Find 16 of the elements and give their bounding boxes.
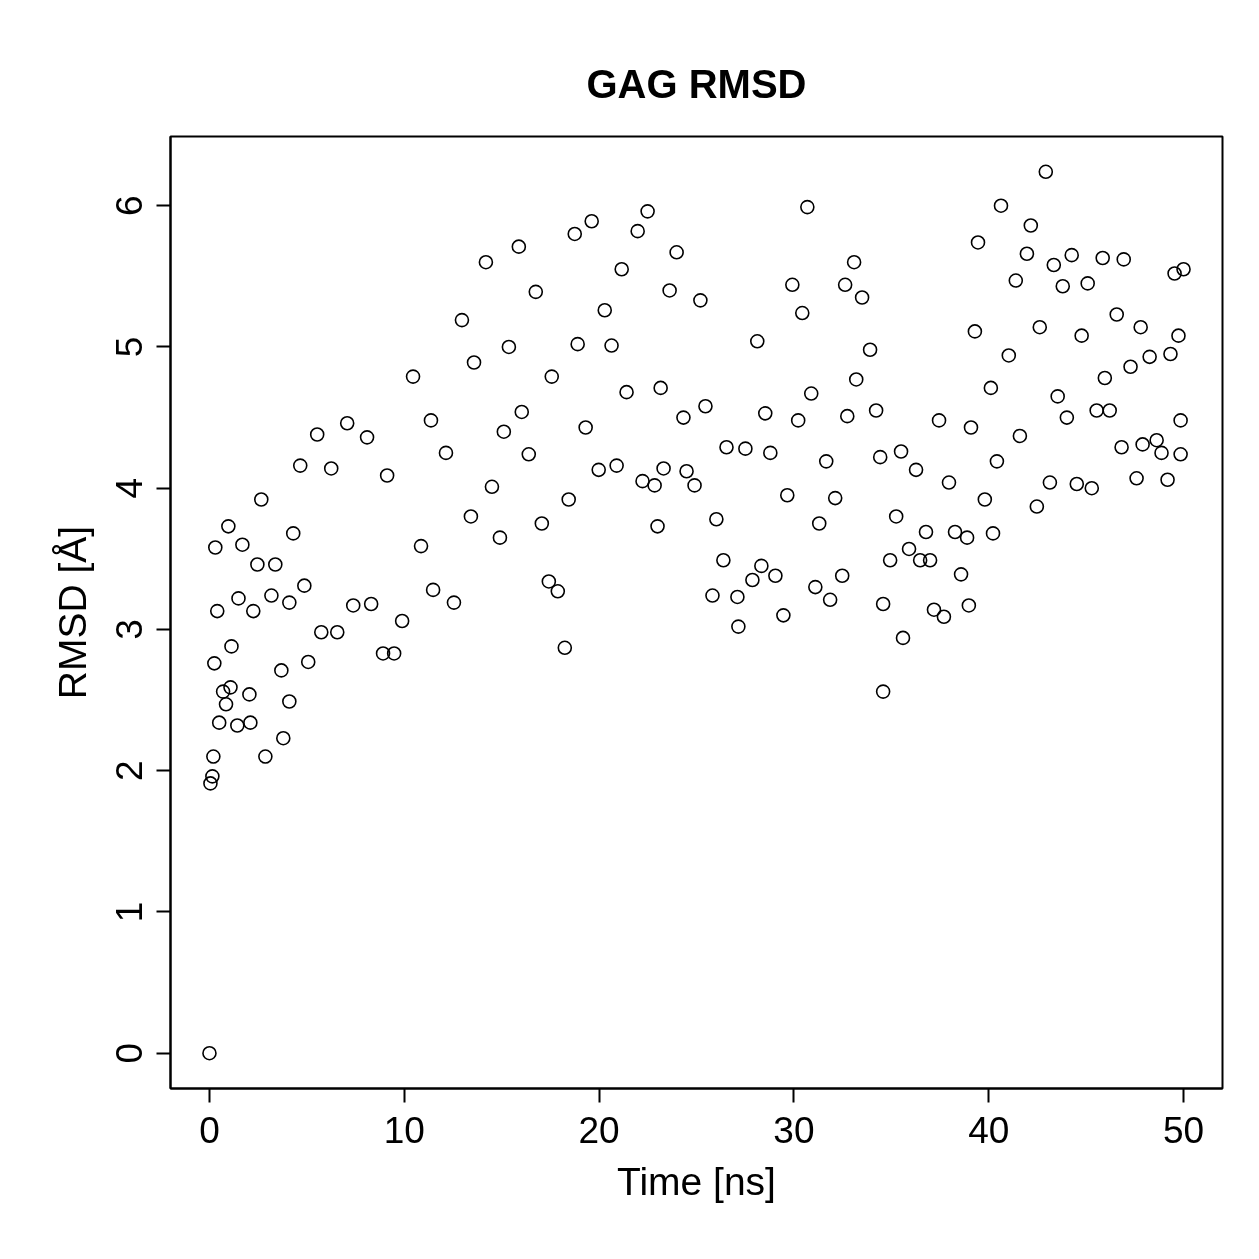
chart-title: GAG RMSD <box>586 61 807 106</box>
y-tick-label: 1 <box>109 901 151 923</box>
y-tick-label: 2 <box>109 760 151 781</box>
x-tick-label: 50 <box>1162 1109 1205 1151</box>
x-tick-label: 30 <box>773 1109 815 1151</box>
x-axis-title: Time [ns] <box>617 1159 776 1203</box>
y-tick-label: 4 <box>109 477 151 499</box>
x-tick-label: 20 <box>578 1109 620 1151</box>
x-tick-label: 10 <box>383 1109 425 1151</box>
y-tick-label: 6 <box>109 195 151 216</box>
y-axis-title: RMSD [Å] <box>50 525 94 700</box>
x-tick-label: 40 <box>968 1109 1010 1151</box>
y-tick-label: 5 <box>109 336 151 358</box>
x-tick-label: 0 <box>199 1109 220 1151</box>
y-tick-label: 0 <box>109 1042 151 1064</box>
y-tick-label: 3 <box>109 619 151 640</box>
